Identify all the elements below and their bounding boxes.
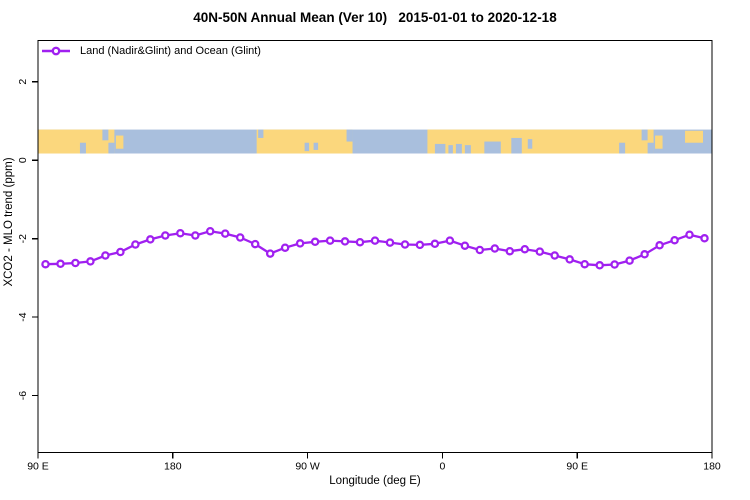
data-point-marker xyxy=(295,239,305,248)
data-point-marker xyxy=(116,247,125,257)
map-water-patch xyxy=(527,139,533,149)
data-line xyxy=(44,230,706,267)
data-point-marker xyxy=(41,259,50,269)
map-water-patch xyxy=(313,142,319,150)
data-point-marker xyxy=(625,256,634,265)
map-water-patch xyxy=(619,142,626,154)
data-point-marker xyxy=(475,245,485,255)
data-point-marker xyxy=(610,260,619,269)
data-point-marker xyxy=(86,257,95,266)
map-water-patch xyxy=(647,142,654,154)
data-point-marker xyxy=(565,255,574,264)
map-water-patch xyxy=(79,142,86,154)
data-point-marker xyxy=(161,231,170,240)
map-water-patch xyxy=(464,145,471,154)
y-tick-label: 2 xyxy=(17,79,29,85)
data-point-marker xyxy=(580,259,589,269)
map-water-patch xyxy=(346,129,353,142)
data-point-marker xyxy=(340,237,350,246)
data-point-marker xyxy=(146,235,155,244)
data-point-marker xyxy=(355,237,365,247)
data-point-marker xyxy=(550,251,559,260)
data-point-marker xyxy=(325,236,335,245)
data-point-marker xyxy=(505,246,515,256)
data-point-marker xyxy=(595,261,604,270)
x-tick-label: 180 xyxy=(164,461,182,473)
map-water-patch xyxy=(484,141,501,154)
map-water-patch xyxy=(641,129,648,141)
data-point-marker xyxy=(56,259,65,269)
data-point-marker xyxy=(700,234,709,243)
data-point-marker xyxy=(101,251,110,260)
map-land-segment xyxy=(38,129,115,154)
data-point-marker xyxy=(685,230,694,239)
data-point-marker xyxy=(670,235,679,245)
y-tick-label: -4 xyxy=(17,312,29,321)
legend-marker-icon xyxy=(42,46,70,56)
data-point-marker xyxy=(310,237,320,247)
data-point-marker xyxy=(520,244,530,254)
map-water-patch xyxy=(304,142,310,152)
data-point-marker xyxy=(191,231,200,240)
legend-label: Land (Nadir&Glint) and Ocean (Glint) xyxy=(80,45,261,57)
data-point-marker xyxy=(370,236,380,245)
data-point-marker xyxy=(385,238,395,247)
y-axis-title: XCO2 - MLO trend (ppm) xyxy=(3,157,15,287)
map-water-patch xyxy=(448,145,453,154)
data-point-marker xyxy=(71,258,80,268)
chart-title: 40N-50N Annual Mean (Ver 10) 2015-01-01 … xyxy=(193,10,557,25)
map-land-segment xyxy=(427,129,654,154)
x-tick-label: 90 E xyxy=(566,461,588,473)
map-water-patch xyxy=(258,129,264,138)
map-water-patch xyxy=(108,142,115,154)
data-point-marker xyxy=(640,250,649,259)
map-island-patch xyxy=(655,135,663,149)
plot-border xyxy=(37,39,713,454)
data-point-marker xyxy=(445,236,455,245)
map-land-segment xyxy=(256,129,353,154)
data-point-marker xyxy=(250,239,260,249)
y-tick-label: -6 xyxy=(17,391,29,400)
y-tick-label: 0 xyxy=(17,157,29,163)
data-point-marker xyxy=(415,240,425,250)
map-island-patch xyxy=(115,135,124,149)
data-point-marker xyxy=(131,240,140,249)
data-point-marker xyxy=(235,233,245,242)
data-point-marker xyxy=(460,241,470,250)
data-point-marker xyxy=(205,226,215,236)
map-water-patch xyxy=(102,129,109,141)
x-axis-title: Longitude (deg E) xyxy=(329,475,421,487)
data-point-marker xyxy=(220,229,230,238)
data-point-marker xyxy=(176,228,185,238)
map-water-patch xyxy=(434,143,446,154)
y-tick-label: -2 xyxy=(17,234,29,243)
data-point-marker xyxy=(400,240,410,249)
legend: Land (Nadir&Glint) and Ocean (Glint) xyxy=(41,45,261,57)
data-point-marker xyxy=(280,243,290,252)
map-island-patch xyxy=(685,130,704,143)
data-point-marker xyxy=(655,241,664,250)
map-water-patch xyxy=(455,143,462,154)
map-water-patch xyxy=(511,137,522,154)
data-point-marker xyxy=(430,239,440,249)
data-point-marker xyxy=(535,247,545,256)
x-tick-label: 90 E xyxy=(27,461,49,473)
x-tick-label: 180 xyxy=(703,461,721,473)
data-point-marker xyxy=(490,244,500,253)
x-tick-label: 0 xyxy=(439,461,445,473)
data-point-marker xyxy=(265,249,275,258)
x-tick-label: 90 W xyxy=(295,461,320,473)
